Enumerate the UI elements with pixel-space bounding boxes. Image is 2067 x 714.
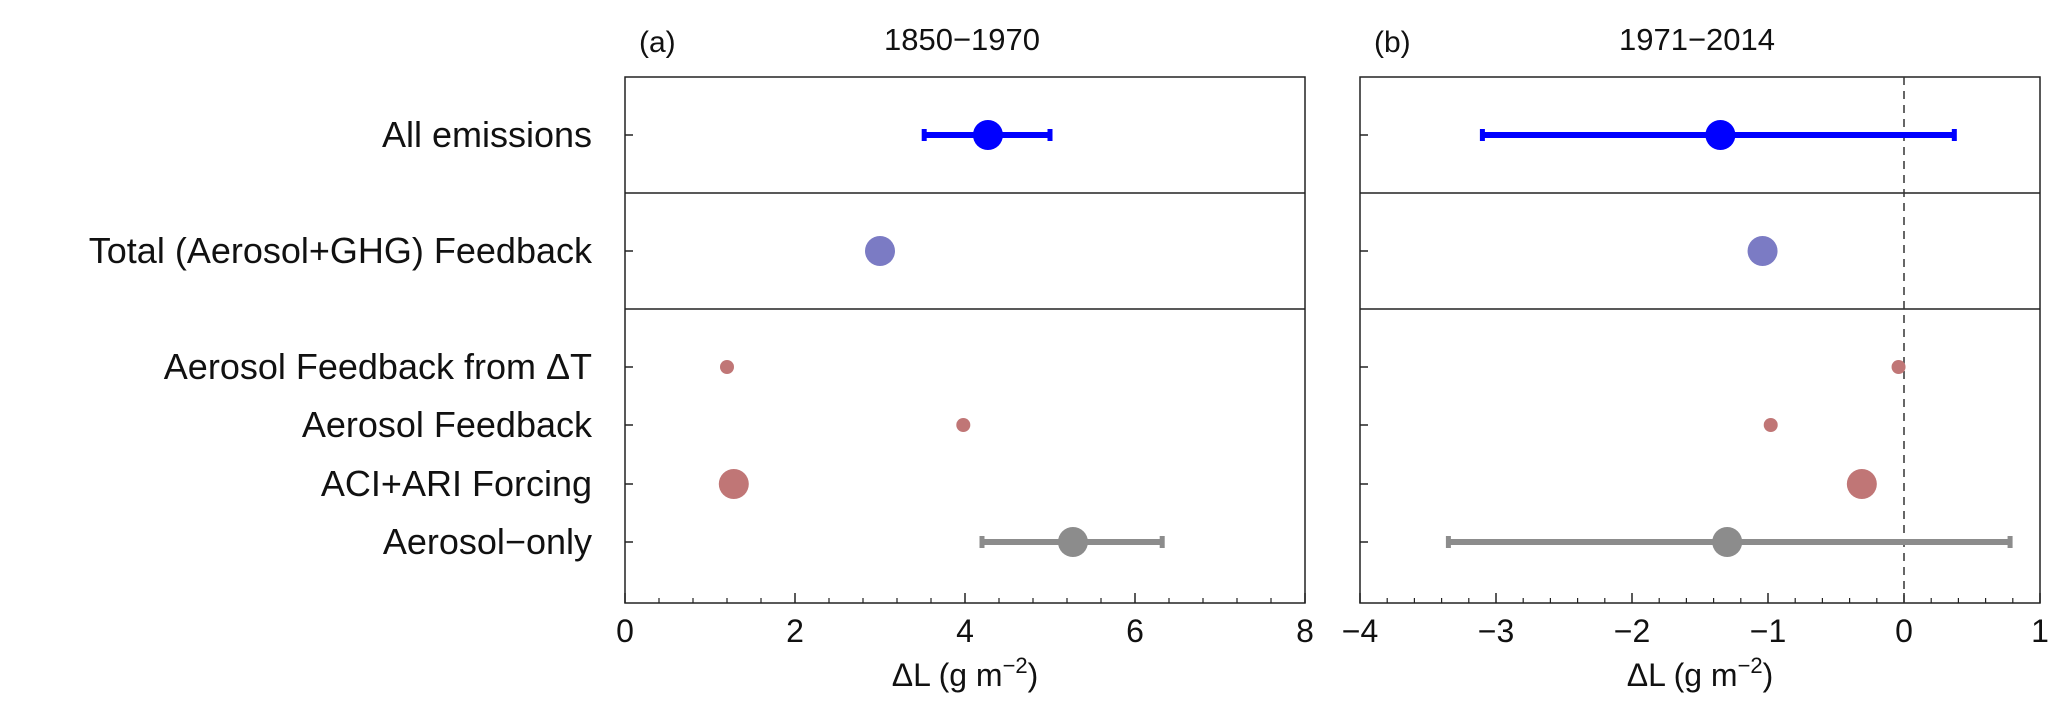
x-tick-label: 1 — [2031, 613, 2049, 649]
panel-b: −4 −3 −2 −1 0 1 ΔL (g m−2) (b) 1971−2014 — [1342, 22, 2049, 693]
x-axis-label-exponent: −2 — [1738, 653, 1763, 678]
x-axis-label-exponent: −2 — [1003, 653, 1028, 678]
x-axis-label-close: ) — [1028, 657, 1039, 693]
x-axis-label: ΔL (g m−2) — [892, 653, 1039, 693]
x-axis-label: ΔL (g m−2) — [1627, 653, 1774, 693]
row-label: Aerosol Feedback — [302, 404, 593, 445]
panel-a: 0 2 4 6 8 ΔL (g m−2) (a) 1850−1970 — [616, 22, 1314, 693]
x-axis-label-close: ) — [1763, 657, 1774, 693]
x-tick-label: 6 — [1126, 613, 1144, 649]
x-tick-label: 8 — [1296, 613, 1314, 649]
data-point — [1763, 418, 1778, 432]
panel-label: (b) — [1374, 26, 1411, 59]
data-point — [718, 469, 749, 499]
x-tick-label: 0 — [616, 613, 634, 649]
row-label: All emissions — [382, 114, 592, 155]
data-point — [720, 360, 734, 374]
x-tick-label: −1 — [1750, 613, 1786, 649]
data-point — [1747, 236, 1778, 266]
data-point — [956, 418, 971, 432]
data-point — [1846, 469, 1877, 499]
panel-title: 1971−2014 — [1619, 22, 1775, 57]
x-tick-label: −4 — [1342, 613, 1378, 649]
data-point — [1712, 527, 1743, 557]
panel-label: (a) — [639, 26, 676, 59]
x-tick-label: 0 — [1895, 613, 1913, 649]
x-tick-label: 2 — [786, 613, 804, 649]
panel-title: 1850−1970 — [884, 22, 1040, 57]
plot-frame — [624, 76, 1306, 604]
x-tick-label: −2 — [1614, 613, 1650, 649]
data-point — [1057, 527, 1088, 557]
data-point — [972, 120, 1003, 150]
x-tick-label: −3 — [1478, 613, 1514, 649]
row-labels: All emissions Total (Aerosol+GHG) Feedbac… — [89, 114, 593, 562]
data-point — [1891, 360, 1906, 374]
plot-frame — [1359, 76, 2041, 604]
data-point — [865, 236, 895, 266]
row-label: Aerosol−only — [383, 521, 592, 562]
row-label: Total (Aerosol+GHG) Feedback — [89, 230, 593, 271]
row-label: Aerosol Feedback from ΔT — [164, 346, 592, 387]
data-point — [1705, 120, 1736, 150]
x-tick-label: 4 — [956, 613, 974, 649]
row-label: ACI+ARI Forcing — [321, 463, 592, 504]
